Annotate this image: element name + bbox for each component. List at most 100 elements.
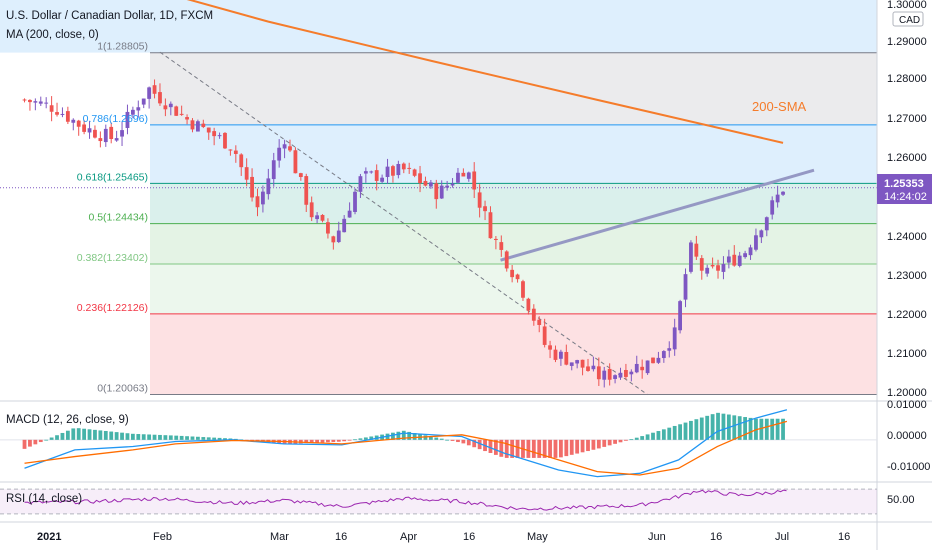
candle-body [521, 281, 525, 298]
candle-body [466, 172, 471, 179]
candle-body [661, 351, 666, 359]
rsi-line [24, 489, 787, 511]
price-axis[interactable]: 1.30000 CAD 1.29000 1.28000 1.27000 1.26… [877, 0, 932, 399]
macd-histogram-bar [55, 435, 59, 440]
macd-histogram-bar [331, 439, 336, 442]
candle-body [120, 130, 124, 137]
macd-histogram-bar [770, 418, 775, 440]
macd-histogram-bar [76, 428, 81, 440]
candle-body [618, 372, 623, 378]
candle-body [640, 366, 645, 371]
candle-body [369, 171, 374, 173]
macd-histogram-bar [342, 439, 347, 442]
candle-body [726, 256, 731, 263]
macd-histogram-bar [672, 425, 677, 440]
candle-body [770, 200, 775, 215]
fib-label: 0(1.20063) [97, 383, 148, 395]
downtrend-line[interactable] [159, 51, 648, 396]
macd-histogram-bar [559, 439, 563, 458]
macd-histogram-bar [548, 439, 552, 458]
macd-legend: MACD (12, 26, close, 9) [6, 414, 129, 426]
rsi-band [0, 489, 877, 514]
time-label: Jun [648, 531, 666, 543]
last-price: 1.25353 [884, 178, 924, 190]
macd-tick: -0.01000 [887, 461, 930, 473]
macd-histogram-bar [391, 432, 395, 440]
candle-body [504, 251, 509, 269]
price-tick: 1.23000 [887, 270, 927, 282]
candle-body [553, 349, 558, 360]
macd-histogram-bar [743, 417, 748, 440]
price-tick: 1.21000 [887, 348, 927, 360]
time-label: May [527, 531, 548, 543]
uptrend-line[interactable] [500, 168, 815, 262]
fib-band-left [0, 52, 150, 398]
candle-body [613, 375, 617, 379]
candle-body [374, 170, 379, 181]
macd-histogram-bar [147, 434, 152, 440]
fib-band-top [0, 0, 877, 53]
candle-body [548, 345, 552, 350]
candle-body [748, 247, 753, 256]
currency-badge[interactable] [892, 11, 924, 27]
candle-body [33, 101, 38, 103]
rsi-legend: RSI (14, close) [6, 493, 82, 505]
candle-body [781, 191, 785, 195]
candle-body [282, 144, 287, 149]
macd-histogram-bar [195, 436, 200, 440]
macd-histogram-bar [233, 438, 238, 440]
candle-body [477, 192, 482, 208]
candle-body [49, 105, 54, 112]
candle-body [38, 101, 43, 104]
macd-histogram-bar [358, 438, 363, 440]
macd-histogram-bar [120, 432, 124, 440]
sma-line [186, 0, 784, 144]
candle-body [93, 129, 97, 138]
candle-body [401, 163, 406, 170]
macd-histogram-bar [488, 439, 493, 453]
fib-lines [150, 52, 877, 396]
currency-label: CAD [899, 15, 920, 26]
candle-body [656, 357, 661, 363]
fib-band [150, 52, 877, 125]
fib-label: 1(1.28805) [97, 41, 148, 53]
macd-histogram-bar [656, 431, 661, 440]
candle-body [716, 265, 720, 271]
macd-histogram-bar [71, 428, 76, 440]
candle-body [65, 111, 70, 122]
macd-histogram-bar [580, 439, 585, 453]
candle-body [564, 352, 569, 365]
time-axis[interactable]: 2021 Feb Mar 16 Apr 16 May Jun 16 Jul 16 [37, 531, 850, 543]
candle-body [743, 253, 748, 258]
macd-histogram-bar [705, 415, 710, 440]
macd-histogram-bar [109, 431, 114, 440]
candle-body [689, 242, 693, 272]
countdown: 14:24:02 [884, 191, 927, 203]
macd-histogram-bar [320, 439, 325, 443]
candle-body [526, 298, 531, 311]
candle-body [596, 366, 601, 380]
candle-body [293, 150, 298, 174]
time-label: 16 [335, 531, 347, 543]
candle-body [634, 363, 639, 373]
candle-body [537, 319, 542, 325]
macd-histogram-bar [304, 439, 309, 444]
macd-histogram-bar [353, 439, 357, 441]
macd-histogram-bar [661, 429, 666, 440]
candle-body [586, 366, 590, 371]
candle-body [775, 194, 780, 203]
candle-body [98, 138, 103, 142]
macd-histogram-bar [634, 437, 639, 440]
time-label: Apr [400, 531, 417, 543]
candle-body [629, 371, 634, 375]
macd-histogram-bar [493, 439, 498, 455]
macd-histogram-bar [60, 432, 65, 440]
candle-body [266, 178, 271, 195]
macd-histogram-bar [309, 439, 314, 443]
macd-histogram-bar [629, 439, 634, 441]
macd-histogram-bar [315, 439, 319, 443]
candle-body [244, 167, 249, 180]
candle-body [125, 111, 130, 128]
price-tick: 1.27000 [887, 113, 927, 125]
